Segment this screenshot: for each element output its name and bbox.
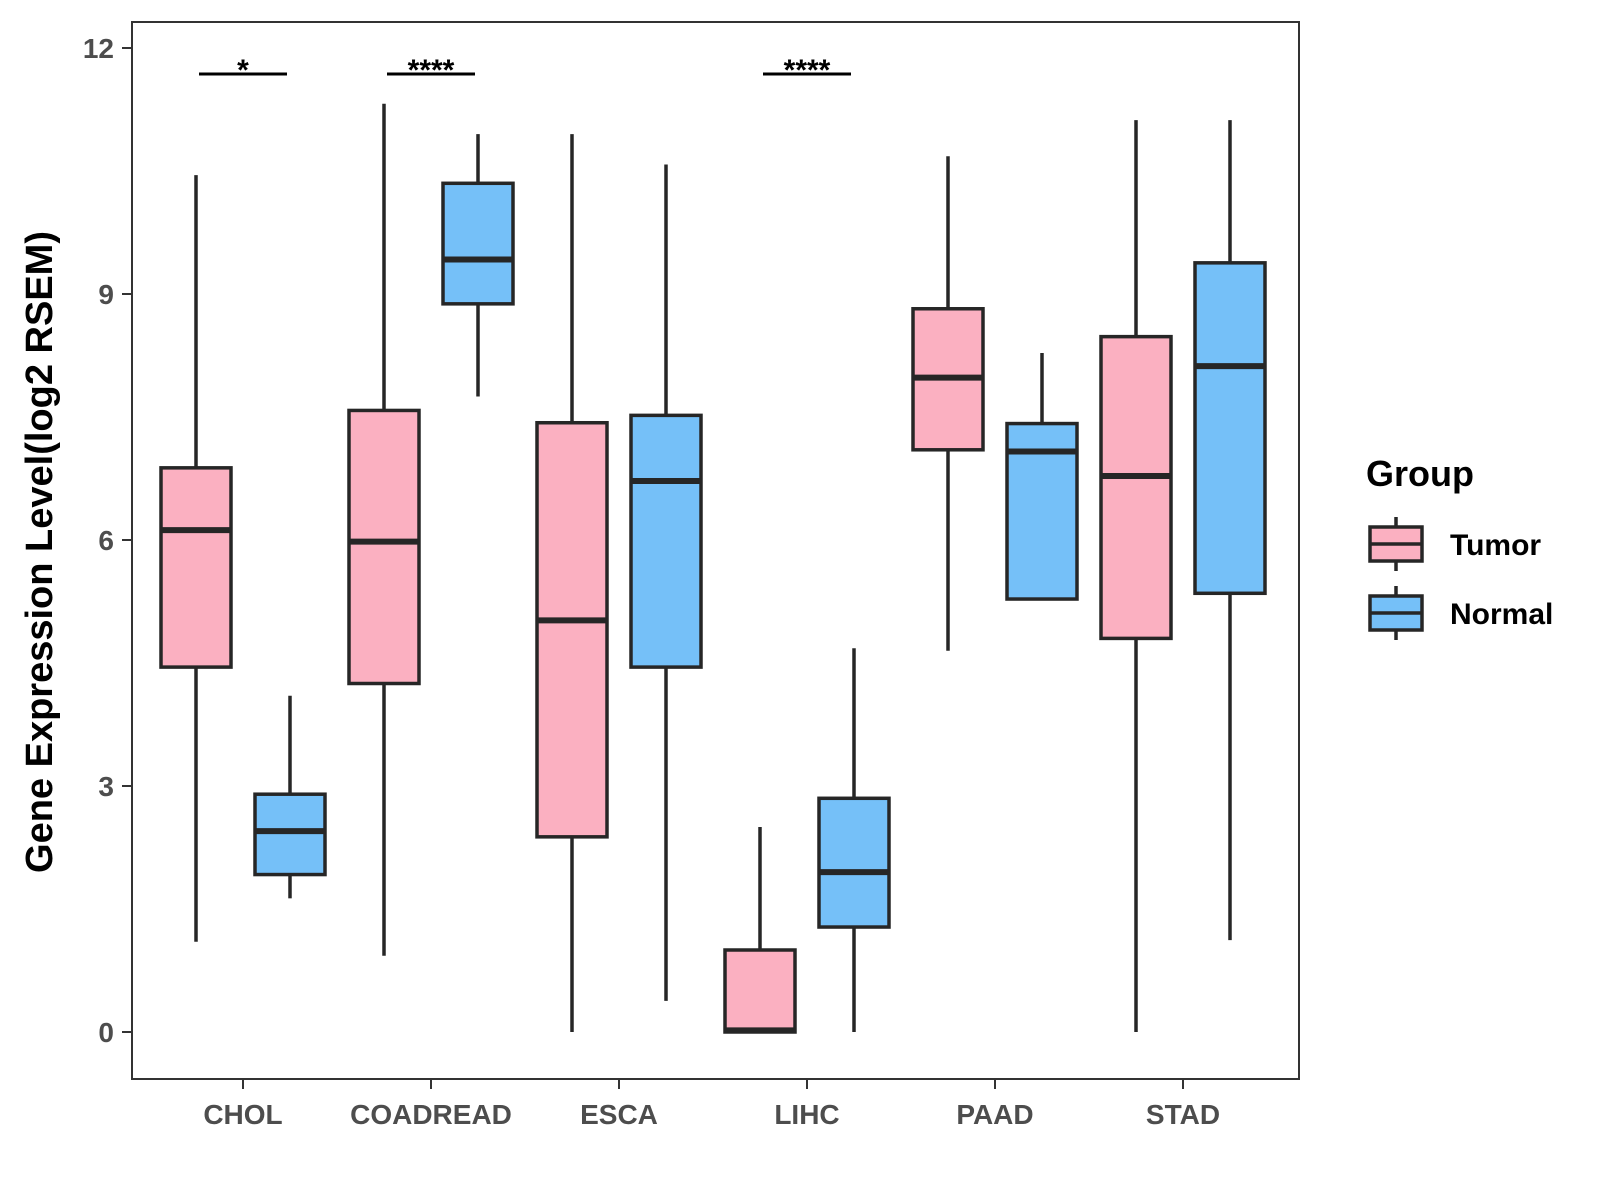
- box-body: [159, 466, 233, 669]
- legend-item-tumor: Tumor: [1368, 517, 1541, 571]
- box-normal-esca: [629, 164, 703, 1001]
- box-tumor-coadread: [347, 103, 421, 956]
- box-tumor-stad: [1099, 120, 1173, 1032]
- plot-panel-border: [131, 21, 1300, 1080]
- significance-annotations: * **** ****: [199, 54, 851, 87]
- box-body: [1099, 334, 1173, 641]
- y-axis: 0 3 6 9 12: [83, 33, 132, 1048]
- y-tick-label: 9: [98, 279, 114, 310]
- box-normal-lihc: [817, 648, 891, 1032]
- box-normal-coadread: [441, 134, 515, 397]
- significance-label: ****: [784, 54, 831, 87]
- x-tick-label: ESCA: [580, 1099, 658, 1130]
- x-tick-label: CHOL: [203, 1099, 282, 1130]
- x-tick-label: PAAD: [956, 1099, 1033, 1130]
- legend-item-normal: Normal: [1368, 586, 1553, 640]
- y-tick-label: 3: [98, 771, 114, 802]
- box-tumor-esca: [535, 134, 609, 1032]
- legend-title: Group: [1366, 453, 1474, 494]
- box-body: [629, 413, 703, 669]
- significance-label: *: [237, 54, 249, 87]
- box-tumor-chol: [159, 175, 233, 942]
- legend: Group Tumor Normal: [1366, 453, 1553, 640]
- box-series: [159, 103, 1267, 1034]
- x-axis: CHOL COADREAD ESCA LIHC PAAD STAD: [203, 1079, 1220, 1130]
- x-tick-label: LIHC: [774, 1099, 839, 1130]
- box-normal-paad: [1005, 353, 1079, 601]
- box-body: [441, 181, 515, 306]
- x-tick-label: COADREAD: [350, 1099, 512, 1130]
- box-tumor-lihc: [723, 827, 797, 1034]
- box-normal-chol: [253, 695, 327, 899]
- box-body: [1193, 261, 1267, 596]
- box-body: [253, 792, 327, 877]
- y-tick-label: 12: [83, 33, 114, 64]
- box-normal-stad: [1193, 120, 1267, 941]
- legend-label-normal: Normal: [1450, 598, 1553, 631]
- x-tick-label: STAD: [1146, 1099, 1220, 1130]
- y-axis-title: Gene Expression Level(log2 RSEM): [19, 231, 61, 873]
- y-tick-label: 0: [98, 1017, 114, 1048]
- box-body: [535, 420, 609, 839]
- box-body: [723, 948, 797, 1034]
- legend-label-tumor: Tumor: [1450, 529, 1541, 562]
- y-tick-label: 6: [98, 525, 114, 556]
- box-body: [817, 796, 891, 929]
- significance-label: ****: [408, 54, 455, 87]
- box-body: [347, 408, 421, 686]
- box-tumor-paad: [911, 156, 985, 651]
